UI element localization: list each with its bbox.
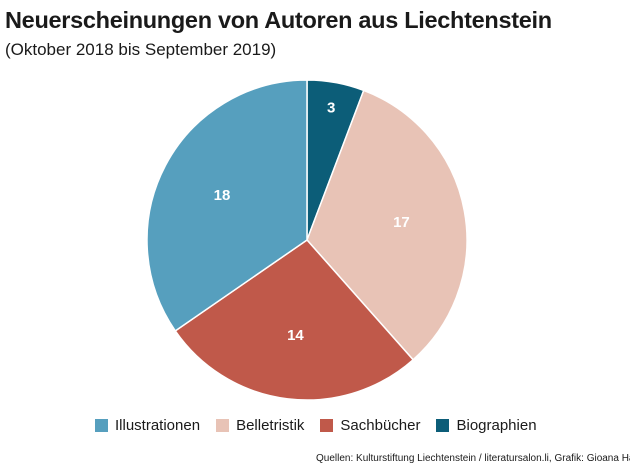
chart-legend: Illustrationen Belletristik Sachbücher Biog… xyxy=(95,417,553,434)
pie-slice-sachb-cher xyxy=(174,239,414,401)
legend-item-sachb-cher: Sachbücher xyxy=(320,417,420,434)
legend-swatch xyxy=(436,419,450,432)
legend-label: Biographien xyxy=(456,417,537,434)
chart-title: Neuerscheinungen von Autoren aus Liechte… xyxy=(5,7,552,33)
legend-swatch xyxy=(320,419,334,432)
legend-swatch xyxy=(95,419,108,432)
legend-item-biographien: Biographien xyxy=(436,417,537,434)
legend-label: Belletristik xyxy=(236,417,305,434)
legend-item-illustrationen: Illustrationen xyxy=(95,417,200,434)
source-note: Quellen: Kulturstiftung Liechtenstein / … xyxy=(316,453,630,464)
legend-item-belletristik: Belletristik xyxy=(216,417,304,434)
legend-label: Sachbücher xyxy=(340,417,421,434)
pie-label-sachb-cher: 14 xyxy=(287,327,304,344)
pie-slice-belletristik xyxy=(306,89,468,361)
pie-label-biographien: 3 xyxy=(327,99,335,116)
legend-label: Illustrationen xyxy=(115,417,201,434)
pie-slice-illustrationen xyxy=(146,79,308,332)
chart-subtitle: (Oktober 2018 bis September 2019) xyxy=(5,40,277,59)
pie-label-belletristik: 17 xyxy=(393,214,410,231)
pie-label-illustrationen: 18 xyxy=(214,187,231,204)
legend-swatch xyxy=(216,419,230,432)
